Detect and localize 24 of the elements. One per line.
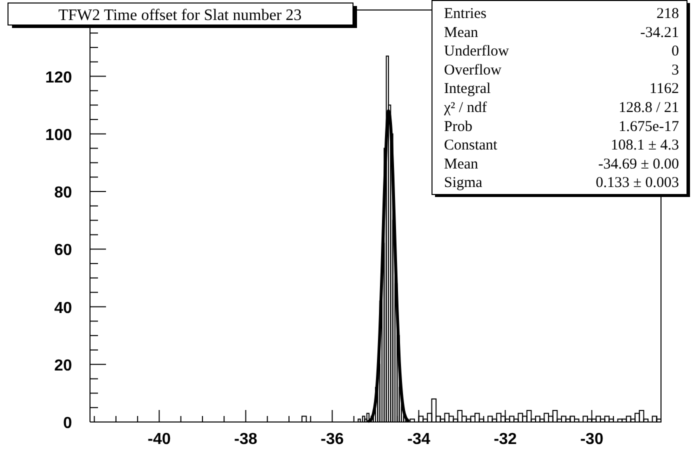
text: Underflow 0 <box>444 44 679 60</box>
text: Prob 1.675e-17 <box>444 118 679 135</box>
y-tick-label: 20 <box>54 357 72 374</box>
text: Constant 108.1 ± 4.3 <box>444 138 679 154</box>
y-tick-label: 0 <box>63 415 72 432</box>
text: Integral 1162 <box>444 81 679 98</box>
text: Entries 218 <box>444 6 679 22</box>
text: Mean -34.69 ± 0.00 <box>444 156 679 172</box>
text: χ² / ndf 128.8 / 21 <box>444 100 679 116</box>
x-tick-label: -40 <box>148 431 171 448</box>
x-tick-label: -34 <box>407 431 430 448</box>
text: Mean -34.21 <box>444 24 679 41</box>
x-tick-label: -38 <box>234 431 258 448</box>
y-tick-label: 100 <box>45 126 72 144</box>
y-tick-label: 120 <box>45 69 72 86</box>
x-tick-label: -32 <box>494 431 517 448</box>
chart-title: TFW2 Time offset for Slat number 23 <box>58 7 302 24</box>
text: Overflow 3 <box>444 62 679 78</box>
y-tick-label: 40 <box>54 300 72 317</box>
y-tick-label: 80 <box>54 184 72 202</box>
x-tick-label: -36 <box>320 431 344 448</box>
text: Sigma 0.133 ± 0.003 <box>444 175 679 192</box>
x-tick-label: -30 <box>580 431 604 448</box>
y-tick-label: 60 <box>54 242 72 260</box>
